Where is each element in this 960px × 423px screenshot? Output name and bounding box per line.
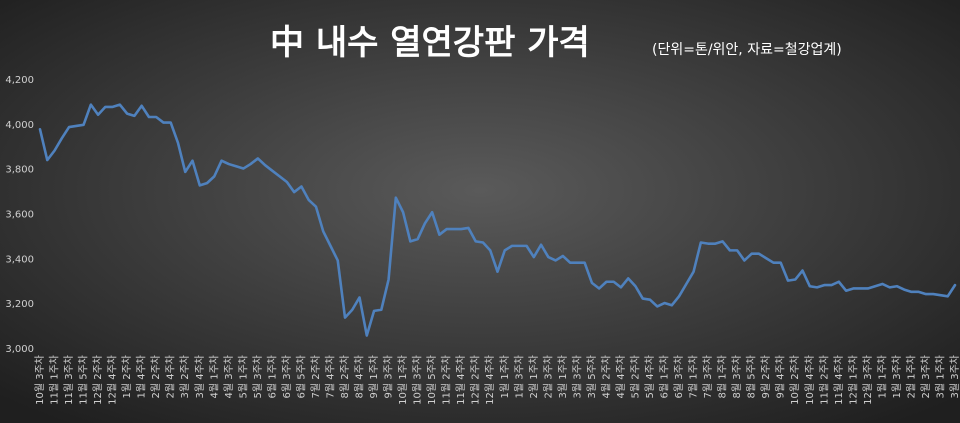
x-tick-label: 7월 2주차 — [310, 355, 322, 399]
x-tick-label: 11월 2주차 — [441, 355, 453, 405]
x-tick-label: 1월 1주차 — [876, 355, 888, 399]
x-tick-label: 1월 3주차 — [891, 355, 903, 399]
x-tick-label: 10월 2주차 — [789, 355, 801, 405]
x-tick-label: 3월 2주차 — [179, 355, 191, 399]
x-tick-label: 3월 3주차 — [571, 355, 583, 399]
x-tick-label: 8월 4주차 — [354, 355, 366, 399]
y-tick-label: 3,000 — [5, 344, 34, 355]
x-tick-label: 11월 2주차 — [818, 355, 830, 405]
x-tick-label: 6월 3주차 — [673, 355, 685, 399]
x-tick-label: 12월 3주차 — [862, 355, 874, 405]
y-tick-label: 3,600 — [5, 210, 34, 221]
y-tick-label: 3,800 — [5, 165, 34, 176]
x-tick-label: 2월 2주차 — [150, 355, 162, 399]
x-tick-label: 2월 1주차 — [528, 355, 540, 399]
x-tick-label: 7월 1주차 — [688, 355, 700, 399]
x-tick-label: 3월 4주차 — [194, 355, 206, 399]
x-tick-label: 8월 2주차 — [339, 355, 351, 399]
x-tick-label: 6월 1주차 — [659, 355, 671, 399]
x-tick-label: 1월 4주차 — [136, 355, 148, 399]
y-tick-label: 3,200 — [5, 299, 34, 310]
x-tick-label: 11월 4주차 — [833, 355, 845, 405]
x-tick-label: 12월 4주차 — [107, 355, 119, 405]
x-tick-label: 7월 3주차 — [702, 355, 714, 399]
x-tick-label: 12월 4주차 — [484, 355, 496, 405]
x-tick-label: 12월 2주차 — [92, 355, 104, 405]
x-tick-label: 11월 5주차 — [78, 355, 90, 405]
x-tick-label: 6월 3주차 — [281, 355, 293, 399]
x-tick-label: 2월 4주차 — [165, 355, 177, 399]
x-tick-label: 5월 4주차 — [644, 355, 656, 399]
x-tick-label: 4월 3주차 — [223, 355, 235, 399]
y-tick-label: 4,200 — [5, 75, 34, 86]
x-tick-label: 11월 3주차 — [63, 355, 75, 405]
x-tick-label: 10월 1주차 — [397, 355, 409, 405]
x-tick-label: 2월 3주차 — [542, 355, 554, 399]
chart-subtitle: (단위=톤/위안, 자료=철강업계) — [652, 42, 842, 58]
x-tick-label: 10월 5주차 — [426, 355, 438, 405]
x-tick-label: 6월 1주차 — [266, 355, 278, 399]
x-tick-label: 11월 1주차 — [49, 355, 61, 405]
x-tick-label: 4월 1주차 — [208, 355, 220, 399]
x-tick-label: 3월 1주차 — [934, 355, 946, 399]
x-tick-label: 4월 2주차 — [600, 355, 612, 399]
x-tick-label: 3월 5주차 — [586, 355, 598, 399]
series-line — [38, 103, 957, 337]
y-tick-label: 3,400 — [5, 254, 34, 265]
x-tick-label: 9월 2주차 — [760, 355, 772, 399]
x-tick-label: 10월 3주차 — [412, 355, 424, 405]
x-tick-label: 3월 1주차 — [557, 355, 569, 399]
x-tick-label: 5월 2주차 — [629, 355, 641, 399]
x-tick-label: 1월 2주차 — [121, 355, 133, 399]
x-tick-label: 8월 3주차 — [731, 355, 743, 399]
x-tick-label: 11월 4주차 — [455, 355, 467, 405]
y-tick-label: 4,000 — [5, 120, 34, 131]
x-tick-label: 1월 1주차 — [499, 355, 511, 399]
x-tick-label: 5월 3주차 — [252, 355, 264, 399]
x-tick-label: 2월 3주차 — [920, 355, 932, 399]
x-tick-label: 1월 3주차 — [513, 355, 525, 399]
x-tick-label: 9월 3주차 — [383, 355, 395, 399]
x-tick-label: 9월 4주차 — [775, 355, 787, 399]
x-tick-label: 12월 2주차 — [470, 355, 482, 405]
x-tick-label: 9월 1주차 — [368, 355, 380, 399]
x-tick-label: 10월 3주차 — [34, 355, 46, 405]
chart-title: 中 내수 열연강판 가격 — [270, 23, 590, 63]
x-tick-label: 5월 1주차 — [237, 355, 249, 399]
x-tick-label: 7월 4주차 — [324, 355, 336, 399]
x-tick-label: 4월 4주차 — [615, 355, 627, 399]
x-tick-label: 12월 1주차 — [847, 355, 859, 405]
x-tick-label: 6월 5주차 — [295, 355, 307, 399]
x-tick-label: 8월 1주차 — [717, 355, 729, 399]
x-tick-label: 8월 5주차 — [746, 355, 758, 399]
x-tick-label: 2월 1주차 — [905, 355, 917, 399]
x-tick-label: 10월 4주차 — [804, 355, 816, 405]
x-tick-label: 3월 3주차 — [949, 355, 960, 399]
